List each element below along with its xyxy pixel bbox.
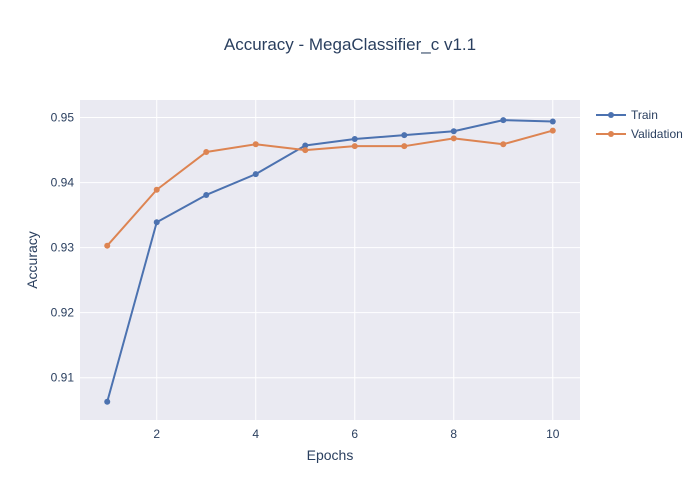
train-point (549, 118, 556, 125)
y-tick-label: 0.93 (51, 241, 75, 255)
validation-point (252, 141, 259, 148)
legend-label-validation: Validation (631, 127, 683, 141)
validation-point (351, 143, 358, 150)
y-tick-label: 0.91 (51, 371, 75, 385)
y-tick-label: 0.92 (51, 306, 75, 320)
x-tick-label: 2 (153, 427, 160, 441)
train-point (401, 132, 408, 139)
validation-point (500, 141, 507, 148)
train-point (351, 136, 358, 143)
validation-point (203, 149, 210, 156)
legend-item-train[interactable]: Train (596, 108, 658, 122)
validation-point (104, 242, 111, 249)
x-tick-label: 10 (546, 427, 560, 441)
validation-point (450, 135, 457, 142)
train-point (203, 191, 210, 198)
train-point (500, 117, 507, 124)
series-layer (104, 117, 556, 405)
validation-point (153, 186, 160, 193)
series-train (104, 117, 556, 405)
series-validation (104, 127, 556, 249)
train-point (450, 128, 457, 135)
x-tick-label: 6 (351, 427, 358, 441)
y-axis-title: Accuracy (24, 231, 40, 289)
plot-area (80, 100, 580, 420)
validation-line (106, 129, 554, 247)
tick-labels: 2 4 6 8 10 0.91 0.92 0.93 0.94 0.95 (51, 111, 560, 441)
train-point (153, 219, 160, 226)
validation-point (401, 143, 408, 150)
chart-title: Accuracy - MegaClassifier_c v1.1 (224, 35, 476, 54)
legend-swatch-marker (608, 131, 614, 137)
validation-point (302, 147, 309, 154)
y-tick-label: 0.95 (51, 111, 75, 125)
legend-label-train: Train (631, 108, 658, 122)
x-tick-label: 4 (252, 427, 259, 441)
x-tick-label: 8 (450, 427, 457, 441)
train-point (302, 142, 309, 149)
train-point (252, 171, 259, 178)
legend-item-validation[interactable]: Validation (596, 127, 683, 141)
grid-lines (80, 100, 580, 420)
train-line (106, 119, 553, 403)
legend-swatch-marker (608, 112, 614, 118)
x-axis-title: Epochs (307, 447, 354, 463)
legend[interactable]: Train Validation (596, 108, 683, 141)
train-point (104, 398, 111, 405)
y-tick-label: 0.94 (51, 176, 75, 190)
validation-point (549, 127, 556, 134)
